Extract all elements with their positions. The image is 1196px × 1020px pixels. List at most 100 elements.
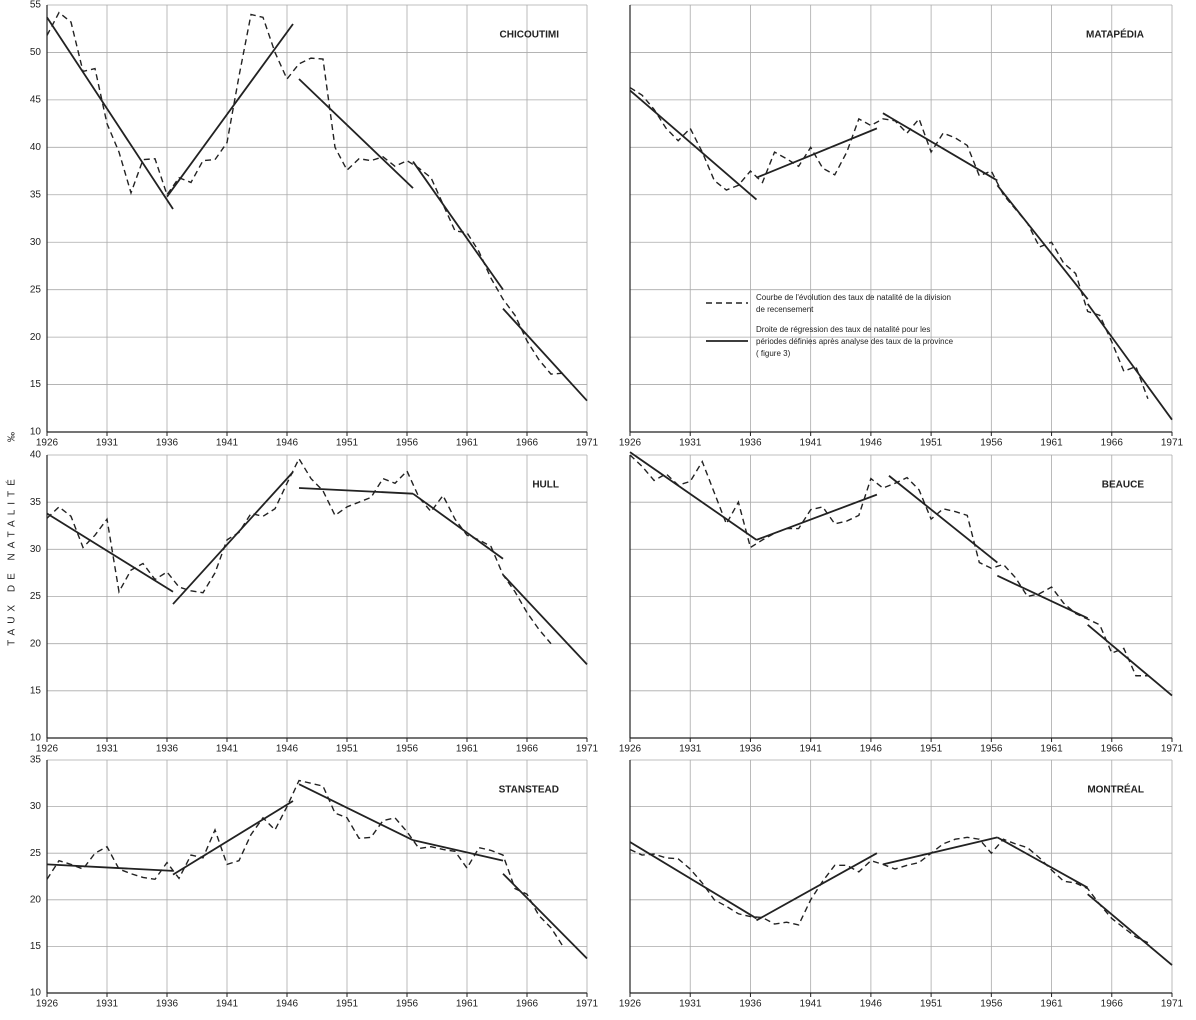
x-tick-label: 1951: [336, 744, 359, 755]
x-tick-label: 1961: [1040, 438, 1063, 449]
y-tick-label: 40: [30, 450, 42, 461]
x-tick-label: 1941: [216, 744, 239, 755]
y-tick-label: 50: [30, 47, 42, 58]
x-tick-label: 1951: [920, 999, 943, 1010]
data-line: [46, 11, 564, 375]
regression-line: [172, 800, 294, 876]
x-tick-label: 1936: [739, 438, 762, 449]
legend-label: Courbe de l'évolution des taux de natali…: [756, 293, 951, 314]
y-tick-label: 10: [30, 988, 42, 999]
regression-line: [46, 863, 174, 872]
y-tick-label: 25: [30, 591, 42, 602]
y-tick-label: 25: [30, 284, 42, 295]
y-tick-label: 45: [30, 95, 42, 106]
regression-line: [1087, 893, 1173, 966]
x-tick-label: 1941: [216, 999, 239, 1010]
regression-line: [298, 783, 414, 841]
regression-line: [46, 16, 174, 210]
x-tick-label: 1971: [1161, 438, 1184, 449]
x-tick-label: 1966: [516, 999, 539, 1010]
panel-title: BEAUCE: [1102, 480, 1145, 491]
panel-title: MATAPÉDIA: [1086, 28, 1144, 41]
x-tick-label: 1931: [679, 438, 702, 449]
regression-line: [888, 475, 998, 564]
x-tick-label: 1946: [276, 744, 299, 755]
x-tick-label: 1971: [576, 438, 599, 449]
regression-line: [756, 127, 878, 179]
regression-line: [996, 836, 1089, 889]
y-tick-label: 30: [30, 237, 42, 248]
y-tick-label: 15: [30, 941, 42, 952]
regression-line: [996, 184, 1089, 300]
data-line: [46, 779, 564, 947]
y-tick-label: 35: [30, 755, 42, 766]
regression-line: [1087, 624, 1173, 697]
x-tick-label: 1931: [96, 999, 119, 1010]
x-tick-label: 1961: [456, 744, 479, 755]
x-tick-label: 1926: [36, 999, 59, 1010]
x-tick-label: 1946: [860, 744, 883, 755]
x-tick-label: 1971: [1161, 999, 1184, 1010]
y-tick-label: 10: [30, 733, 42, 744]
regression-line: [502, 574, 588, 666]
y-tick-label: 30: [30, 544, 42, 555]
x-tick-label: 1966: [1101, 744, 1124, 755]
x-tick-label: 1956: [980, 438, 1003, 449]
legend-label: Droite de régression des taux de natalit…: [756, 325, 954, 358]
x-tick-label: 1931: [96, 744, 119, 755]
y-tick-label: 40: [30, 142, 42, 153]
x-tick-label: 1951: [336, 999, 359, 1010]
x-tick-label: 1946: [276, 999, 299, 1010]
x-tick-label: 1931: [679, 999, 702, 1010]
y-tick-label: 55: [30, 0, 42, 11]
x-tick-label: 1936: [156, 999, 179, 1010]
regression-line: [629, 451, 757, 541]
regression-line: [882, 836, 998, 866]
y-tick-label: 20: [30, 332, 42, 343]
data-line: [629, 836, 1149, 944]
x-tick-label: 1966: [1101, 999, 1124, 1010]
x-tick-label: 1961: [1040, 999, 1063, 1010]
data-line: [629, 454, 1148, 677]
y-tick-label: 25: [30, 848, 42, 859]
x-tick-label: 1946: [860, 999, 883, 1010]
x-tick-label: 1926: [619, 438, 642, 449]
x-tick-label: 1926: [619, 744, 642, 755]
x-tick-label: 1951: [920, 438, 943, 449]
regression-line: [412, 161, 504, 291]
regression-line: [996, 574, 1089, 620]
data-line: [46, 457, 552, 645]
x-tick-label: 1971: [576, 744, 599, 755]
y-tick-label: 20: [30, 638, 42, 649]
x-tick-label: 1961: [1040, 744, 1063, 755]
x-tick-label: 1941: [800, 999, 823, 1010]
x-tick-label: 1941: [800, 744, 823, 755]
y-tick-label: 10: [30, 427, 42, 438]
y-tick-label: 35: [30, 497, 42, 508]
regression-line: [756, 852, 878, 922]
x-tick-label: 1956: [980, 744, 1003, 755]
panel-title: MONTRÉAL: [1087, 783, 1144, 796]
x-tick-label: 1946: [276, 438, 299, 449]
x-tick-label: 1931: [96, 438, 119, 449]
x-tick-label: 1956: [396, 438, 419, 449]
x-tick-label: 1946: [860, 438, 883, 449]
x-tick-label: 1936: [156, 438, 179, 449]
x-tick-label: 1951: [920, 744, 943, 755]
regression-line: [166, 23, 294, 198]
y-tick-label: 30: [30, 801, 42, 812]
x-tick-label: 1971: [576, 999, 599, 1010]
regression-line: [172, 471, 294, 605]
y-axis-label: TAUX DE NATALITÉ: [5, 474, 18, 646]
x-tick-label: 1971: [1161, 744, 1184, 755]
x-tick-label: 1936: [156, 744, 179, 755]
x-tick-label: 1926: [619, 999, 642, 1010]
regression-line: [882, 112, 998, 182]
regression-line: [412, 492, 504, 560]
x-tick-label: 1961: [456, 438, 479, 449]
panel-title: CHICOUTIMI: [500, 30, 560, 41]
regression-line: [298, 78, 414, 189]
x-tick-label: 1941: [216, 438, 239, 449]
